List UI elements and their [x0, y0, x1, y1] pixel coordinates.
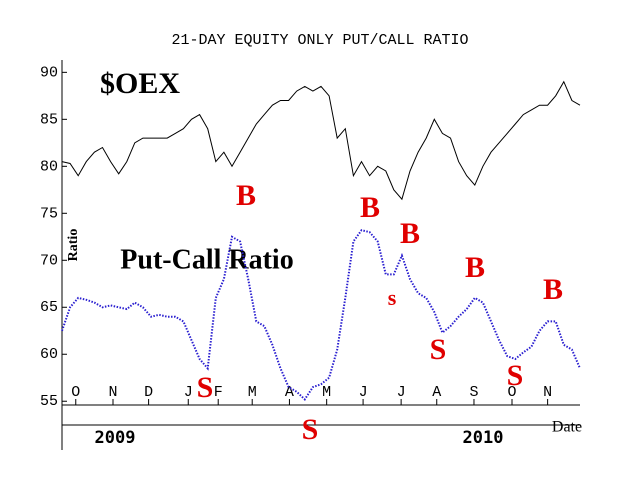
y-tick-label: 60 — [40, 346, 58, 363]
x-tick-label: M — [248, 384, 257, 401]
period-label: 2010 — [463, 428, 504, 448]
annotation: B — [400, 217, 420, 250]
y-tick-label: 65 — [40, 299, 58, 316]
x-tick-label: N — [543, 384, 552, 401]
y-tick-label: 55 — [40, 393, 58, 410]
annotation: S — [302, 413, 319, 446]
series-label: $OEX — [100, 67, 180, 100]
x-tick-label: N — [108, 384, 117, 401]
annotation: S — [507, 359, 524, 392]
annotation: B — [360, 191, 380, 224]
y-tick-label: 75 — [40, 205, 58, 222]
x-tick-label: J — [359, 384, 368, 401]
y-tick-label: 85 — [40, 111, 58, 128]
x-tick-label: O — [508, 384, 517, 401]
x-tick-label: S — [469, 384, 478, 401]
annotation: B — [236, 179, 256, 212]
annotation: s — [388, 285, 397, 310]
y-tick-label: 90 — [40, 64, 58, 81]
annotation: S — [430, 333, 447, 366]
annotation: S — [197, 371, 214, 404]
y-tick-label: 80 — [40, 158, 58, 175]
chart-title: 21-DAY EQUITY ONLY PUT/CALL RATIO — [171, 32, 468, 49]
x-tick-label: M — [322, 384, 331, 401]
x-tick-label: O — [71, 384, 80, 401]
x-tick-label: F — [214, 384, 223, 401]
x-tick-label: A — [432, 384, 441, 401]
annotation: B — [543, 273, 563, 306]
series-line — [61, 80, 581, 201]
period-label: 2009 — [95, 428, 136, 448]
x-tick-label: A — [285, 384, 294, 401]
x-tick-label: J — [397, 384, 406, 401]
y-axis-label: Ratio — [66, 229, 81, 262]
x-tick-label: D — [144, 384, 153, 401]
x-axis-label: Date — [552, 419, 582, 436]
x-tick-label: J — [184, 384, 193, 401]
series-line — [61, 229, 581, 401]
y-tick-label: 70 — [40, 252, 58, 269]
series-label: Put-Call Ratio — [120, 244, 293, 275]
annotation: B — [465, 251, 485, 284]
